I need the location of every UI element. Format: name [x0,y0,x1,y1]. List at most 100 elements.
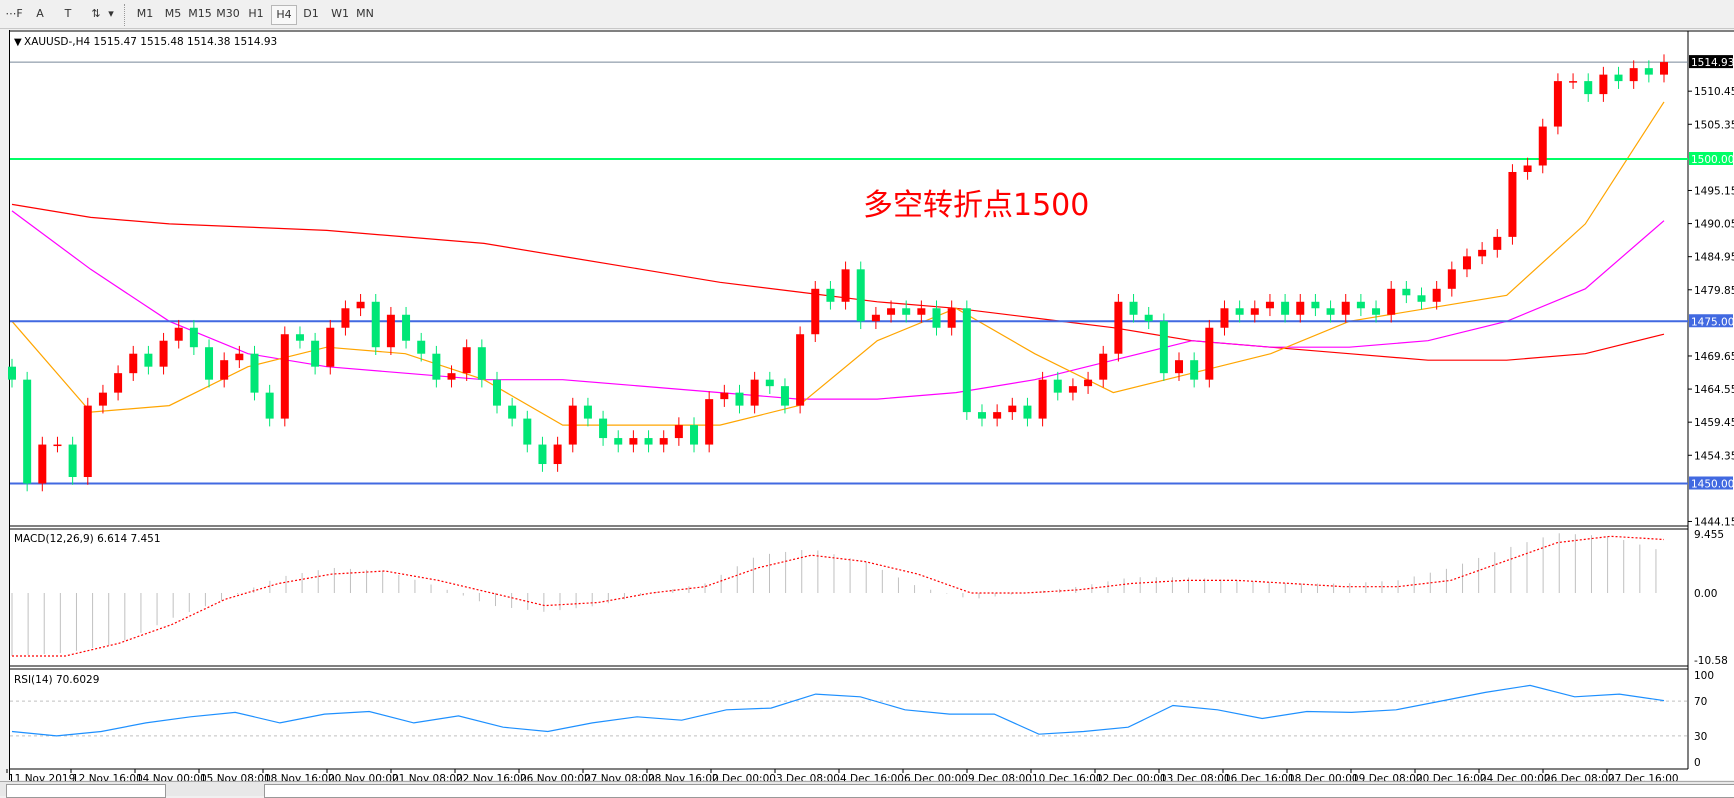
candle-body [902,308,911,315]
current-price-bg [1689,55,1733,69]
timeframe-m5-button[interactable]: M5 [164,7,182,20]
candle-body [917,308,926,315]
candle-body [159,340,168,367]
macd-signal-line [12,535,1665,657]
candle [1068,378,1077,401]
candle-body [583,405,592,419]
timeframe-h1-button[interactable]: H1 [248,7,264,20]
candle-body [1372,308,1381,315]
dropdown-icon[interactable]: ▾ [108,7,114,20]
candle-body [508,405,517,419]
candle [1038,371,1047,427]
candle [1387,281,1396,323]
level-label-bg [1689,152,1733,165]
candle [98,384,107,414]
candle-body [220,360,229,380]
candle-body [477,347,486,380]
candle [1296,293,1305,323]
chart-window[interactable] [9,30,1734,780]
chart-tab[interactable] [6,784,166,798]
rsi-tick-label: 70 [1694,696,1707,708]
candle-body [1296,301,1305,315]
candle [477,339,486,388]
timeframe-m1-button[interactable]: M1 [136,7,154,20]
candle-body [371,301,380,348]
candle-body [341,308,350,328]
candle-body [1614,74,1623,82]
candle [235,345,244,368]
candle-body [1508,171,1517,237]
candle-body [1250,308,1259,315]
candle [932,300,941,336]
candle [629,430,638,453]
candle-body [1311,301,1320,309]
candle [159,332,168,375]
candle [114,365,123,401]
candle [83,397,92,485]
grid-f-icon[interactable]: ⋯F [5,7,23,20]
candle-body [53,444,62,447]
candle [1372,300,1381,323]
candle-body [735,392,744,406]
candle-body [8,366,16,380]
candle [1326,300,1335,323]
timeframe-w1-button[interactable]: W1 [331,7,349,20]
candle [523,410,532,453]
candle [1569,73,1578,89]
candle [780,378,789,414]
candle [492,371,501,414]
candle-body [1099,353,1108,380]
candle-body [1175,360,1184,374]
candle [1447,261,1456,297]
candle-body [235,353,244,361]
timeframe-h4-button[interactable]: H4 [271,5,297,25]
candle [144,345,153,375]
candle [841,261,850,310]
moving-average-fast-line [11,101,1665,426]
candle-body [492,379,501,406]
candle [887,300,896,323]
annotation-text: 多空转折点1500 [863,188,1089,223]
candle-body [932,308,941,328]
candle [356,293,365,317]
price-tick-label: 1479.85 [1694,285,1734,297]
candle [811,281,820,343]
candle-body [1478,249,1487,257]
rsi-tick-label: 30 [1694,731,1707,743]
candle-body [265,392,274,419]
text-label-icon[interactable]: T [64,7,72,20]
candle [220,352,229,388]
candle [993,404,1002,427]
price-tick-label: 1495.15 [1694,185,1734,197]
timeframe-m15-button[interactable]: M15 [188,7,212,20]
candle [432,345,441,388]
candle-body [659,438,668,445]
timeframe-d1-button[interactable]: D1 [303,7,319,20]
text-icon[interactable]: A [36,7,44,20]
candle-body [1417,295,1426,302]
candle [265,384,274,427]
candle-body [1523,165,1532,172]
candle [1417,287,1426,310]
candle [326,319,335,375]
candle [1281,293,1290,323]
arrows-icon[interactable]: ⇅ [91,7,101,20]
chart-tab[interactable] [264,784,1734,798]
rsi-tick-label: 100 [1694,670,1714,682]
candle-body [1144,314,1153,322]
candle-body [98,392,107,406]
candle-body [1341,301,1350,315]
timeframe-mn-button[interactable]: MN [356,7,374,20]
candle-body [462,347,471,374]
candle-body [1387,288,1396,315]
candle [1402,281,1411,304]
timeframe-m30-button[interactable]: M30 [216,7,240,20]
candle [1553,73,1562,135]
candle-body [1644,68,1653,75]
candle-body [1402,288,1411,296]
candle [447,365,456,388]
candle-body [1205,327,1214,380]
candle-body [1553,81,1562,127]
candle-body [887,308,896,315]
